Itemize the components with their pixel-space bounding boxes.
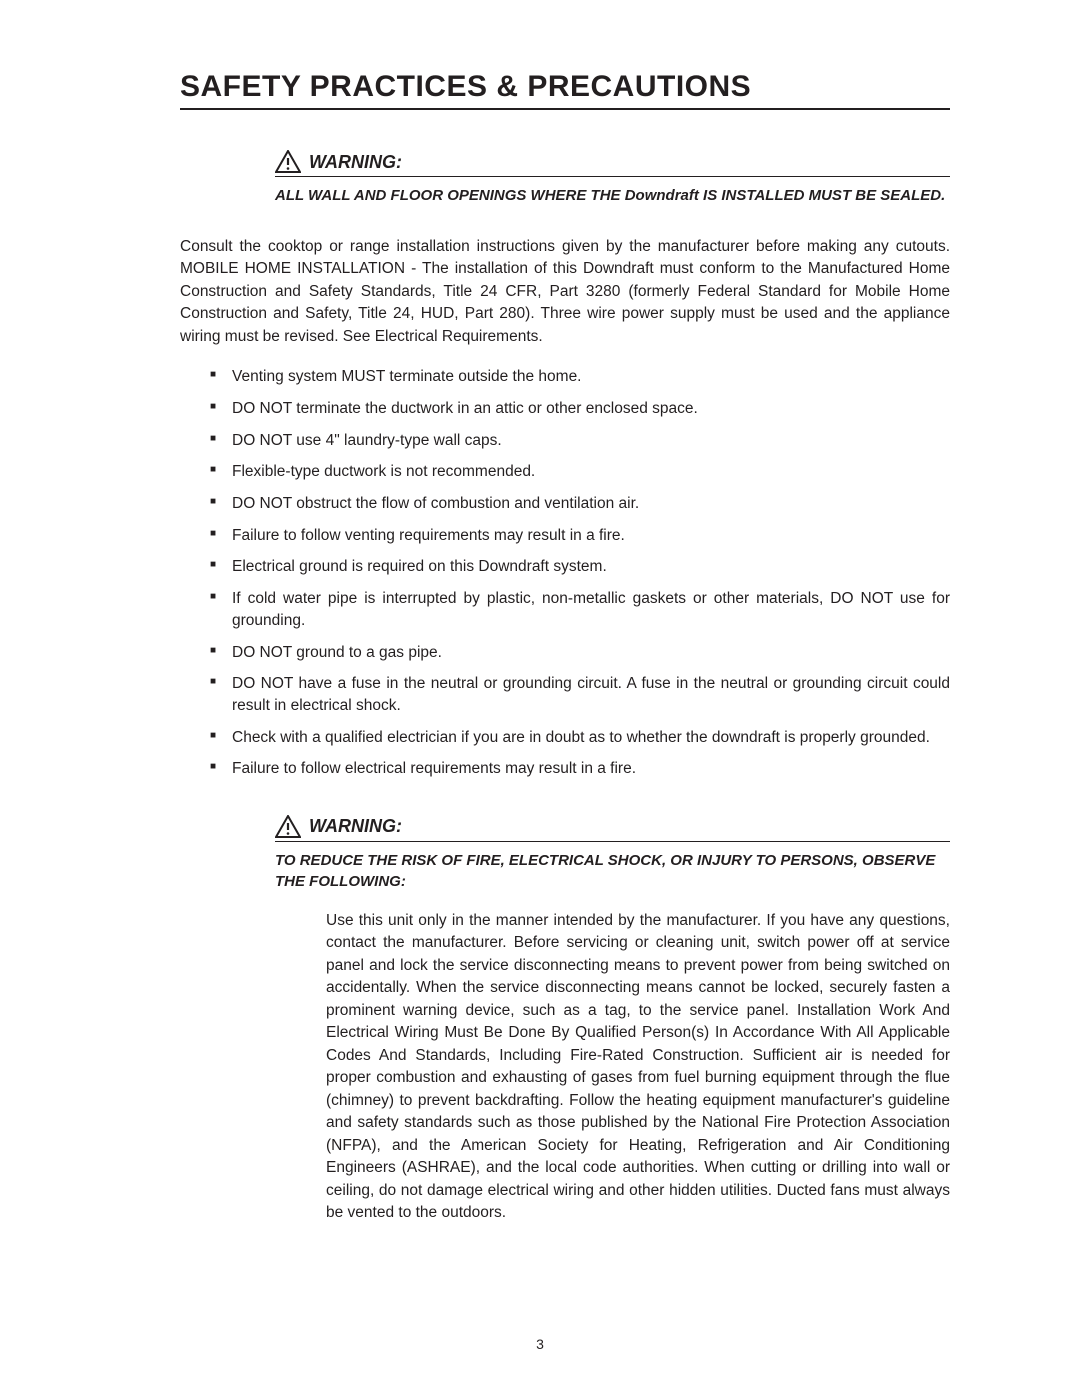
warning-text-1: ALL WALL AND FLOOR OPENINGS WHERE THE Do… [275, 185, 950, 206]
warning-block-1: WARNING: ALL WALL AND FLOOR OPENINGS WHE… [275, 150, 950, 206]
warning-triangle-icon [275, 150, 301, 174]
list-item: Failure to follow electrical requirement… [210, 758, 950, 780]
page-title: SAFETY PRACTICES & PRECAUTIONS [180, 70, 950, 110]
list-item: If cold water pipe is interrupted by pla… [210, 588, 950, 631]
list-item: Venting system MUST terminate outside th… [210, 366, 950, 388]
list-item: DO NOT obstruct the flow of combustion a… [210, 493, 950, 515]
bullet-list: Venting system MUST terminate outside th… [210, 366, 950, 780]
list-item: DO NOT have a fuse in the neutral or gro… [210, 673, 950, 716]
warning-label-1: WARNING: [309, 152, 402, 173]
body-paragraph: Use this unit only in the manner intende… [326, 910, 950, 1225]
list-item: DO NOT terminate the ductwork in an atti… [210, 398, 950, 420]
list-item: Failure to follow venting requirements m… [210, 525, 950, 547]
warning-triangle-icon [275, 815, 301, 839]
warning-block-2: WARNING: TO REDUCE THE RISK OF FIRE, ELE… [275, 815, 950, 892]
page-number: 3 [0, 1336, 1080, 1352]
warning-header-2: WARNING: [275, 815, 950, 842]
warning-header-1: WARNING: [275, 150, 950, 177]
list-item: DO NOT ground to a gas pipe. [210, 642, 950, 664]
warning-text-2: TO REDUCE THE RISK OF FIRE, ELECTRICAL S… [275, 850, 950, 892]
intro-paragraph: Consult the cooktop or range installatio… [180, 236, 950, 348]
list-item: DO NOT use 4" laundry-type wall caps. [210, 430, 950, 452]
list-item: Electrical ground is required on this Do… [210, 556, 950, 578]
list-item: Flexible-type ductwork is not recommende… [210, 461, 950, 483]
list-item: Check with a qualified electrician if yo… [210, 727, 950, 749]
warning-label-2: WARNING: [309, 816, 402, 837]
